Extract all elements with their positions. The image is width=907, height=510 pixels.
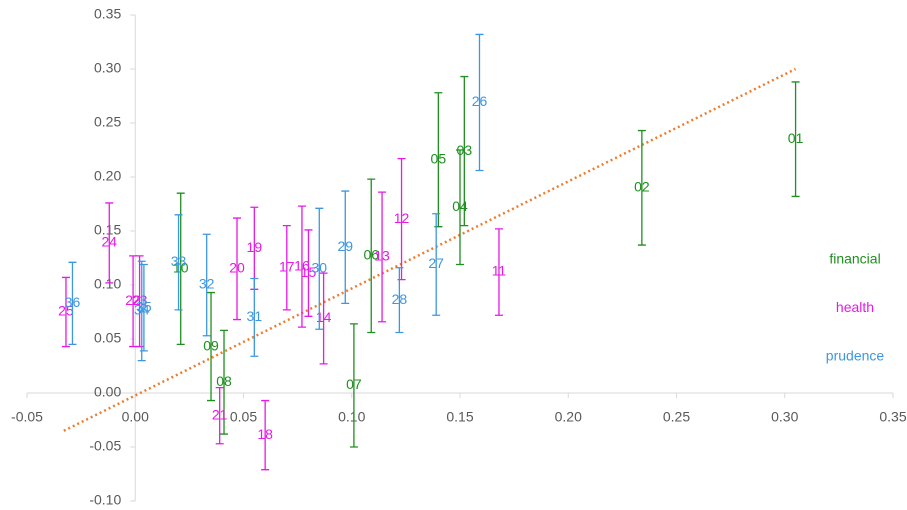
error-bar bbox=[176, 192, 185, 346]
point-label: 36 bbox=[65, 294, 81, 310]
point-label: 18 bbox=[257, 426, 273, 442]
error-bar bbox=[315, 207, 324, 330]
point-label: 34 bbox=[134, 302, 150, 318]
point-label: 24 bbox=[101, 234, 117, 250]
error-bar bbox=[494, 228, 503, 316]
x-tick-label: -0.05 bbox=[11, 409, 43, 425]
point-label: 17 bbox=[279, 258, 295, 274]
y-tick-label: 0.05 bbox=[94, 330, 121, 346]
point-label: 14 bbox=[316, 309, 332, 325]
point-label: 10 bbox=[173, 260, 189, 276]
y-tick-label: 0.25 bbox=[94, 114, 121, 130]
point-label: 04 bbox=[452, 198, 468, 214]
point-label: 09 bbox=[203, 337, 219, 353]
point-label: 20 bbox=[229, 260, 245, 276]
point-label: 25 bbox=[58, 303, 74, 319]
error-bar bbox=[460, 75, 469, 227]
point-label: 21 bbox=[212, 406, 228, 422]
error-bar bbox=[68, 261, 77, 346]
error-bar bbox=[233, 217, 242, 321]
error-bar bbox=[456, 149, 464, 266]
y-tick-label: 0.20 bbox=[94, 168, 121, 184]
x-tick-label: 0.30 bbox=[771, 409, 798, 425]
point-label: 28 bbox=[392, 291, 408, 307]
error-bar bbox=[215, 386, 224, 445]
y-tick-label: -0.10 bbox=[89, 492, 121, 508]
y-tick-label: 0.15 bbox=[94, 222, 121, 238]
error-bar bbox=[637, 129, 646, 246]
point-label: 29 bbox=[337, 238, 353, 254]
point-label: 27 bbox=[428, 255, 444, 271]
point-label: 13 bbox=[374, 248, 390, 264]
x-tick-label: 0.20 bbox=[555, 409, 582, 425]
x-tick-label: 0.15 bbox=[446, 409, 473, 425]
error-bar bbox=[791, 81, 800, 198]
legend-entry: financial bbox=[829, 251, 880, 267]
point-label: 02 bbox=[634, 179, 650, 195]
point-label: 12 bbox=[394, 210, 410, 226]
y-tick-label: 0.00 bbox=[94, 384, 121, 400]
y-tick-label: 0.10 bbox=[94, 276, 121, 292]
error-bar bbox=[297, 205, 306, 328]
x-tick-label: 0.05 bbox=[230, 409, 257, 425]
error-bar bbox=[432, 213, 441, 316]
point-label: 30 bbox=[311, 260, 327, 276]
error-bar bbox=[202, 233, 211, 337]
point-label: 11 bbox=[492, 263, 507, 279]
point-label: 35 bbox=[136, 298, 152, 314]
error-bar bbox=[139, 263, 148, 352]
error-bar bbox=[220, 329, 229, 435]
point-label: 01 bbox=[788, 130, 804, 146]
point-label: 06 bbox=[363, 247, 379, 263]
point-label: 08 bbox=[216, 373, 232, 389]
x-tick-label: 0.25 bbox=[663, 409, 690, 425]
point-label: 19 bbox=[247, 239, 263, 255]
error-bar bbox=[261, 399, 270, 471]
error-bar bbox=[475, 33, 484, 172]
error-bar bbox=[378, 191, 387, 323]
error-bar bbox=[282, 224, 291, 311]
x-tick-label: 0.00 bbox=[122, 409, 149, 425]
point-label: 33 bbox=[171, 253, 187, 269]
error-bar bbox=[341, 190, 350, 305]
y-tick-label: 0.35 bbox=[94, 6, 121, 22]
y-tick-label: 0.30 bbox=[94, 60, 121, 76]
point-label: 16 bbox=[294, 257, 310, 273]
error-bar bbox=[105, 202, 114, 284]
error-bar bbox=[367, 178, 376, 334]
error-bar bbox=[349, 323, 358, 448]
error-bar bbox=[137, 260, 146, 362]
error-bar bbox=[319, 272, 328, 365]
point-label: 26 bbox=[472, 93, 488, 109]
error-bar bbox=[304, 229, 313, 317]
error-bar bbox=[250, 277, 259, 357]
point-label: 05 bbox=[431, 150, 447, 166]
point-label: 07 bbox=[346, 376, 362, 392]
y-tick-label: -0.05 bbox=[89, 438, 121, 454]
error-bar bbox=[174, 214, 183, 311]
point-label: 22 bbox=[125, 292, 141, 308]
point-label: 32 bbox=[199, 276, 215, 292]
error-bar bbox=[61, 276, 70, 348]
legend-entry: prudence bbox=[826, 348, 885, 364]
trendline bbox=[63, 67, 797, 432]
legend-entry: health bbox=[836, 299, 874, 315]
point-label: 31 bbox=[247, 308, 263, 324]
x-tick-label: 0.35 bbox=[879, 409, 906, 425]
error-bar bbox=[207, 291, 216, 402]
error-bar bbox=[395, 267, 404, 334]
point-label: 15 bbox=[301, 264, 317, 280]
x-tick-label: 0.10 bbox=[338, 409, 365, 425]
